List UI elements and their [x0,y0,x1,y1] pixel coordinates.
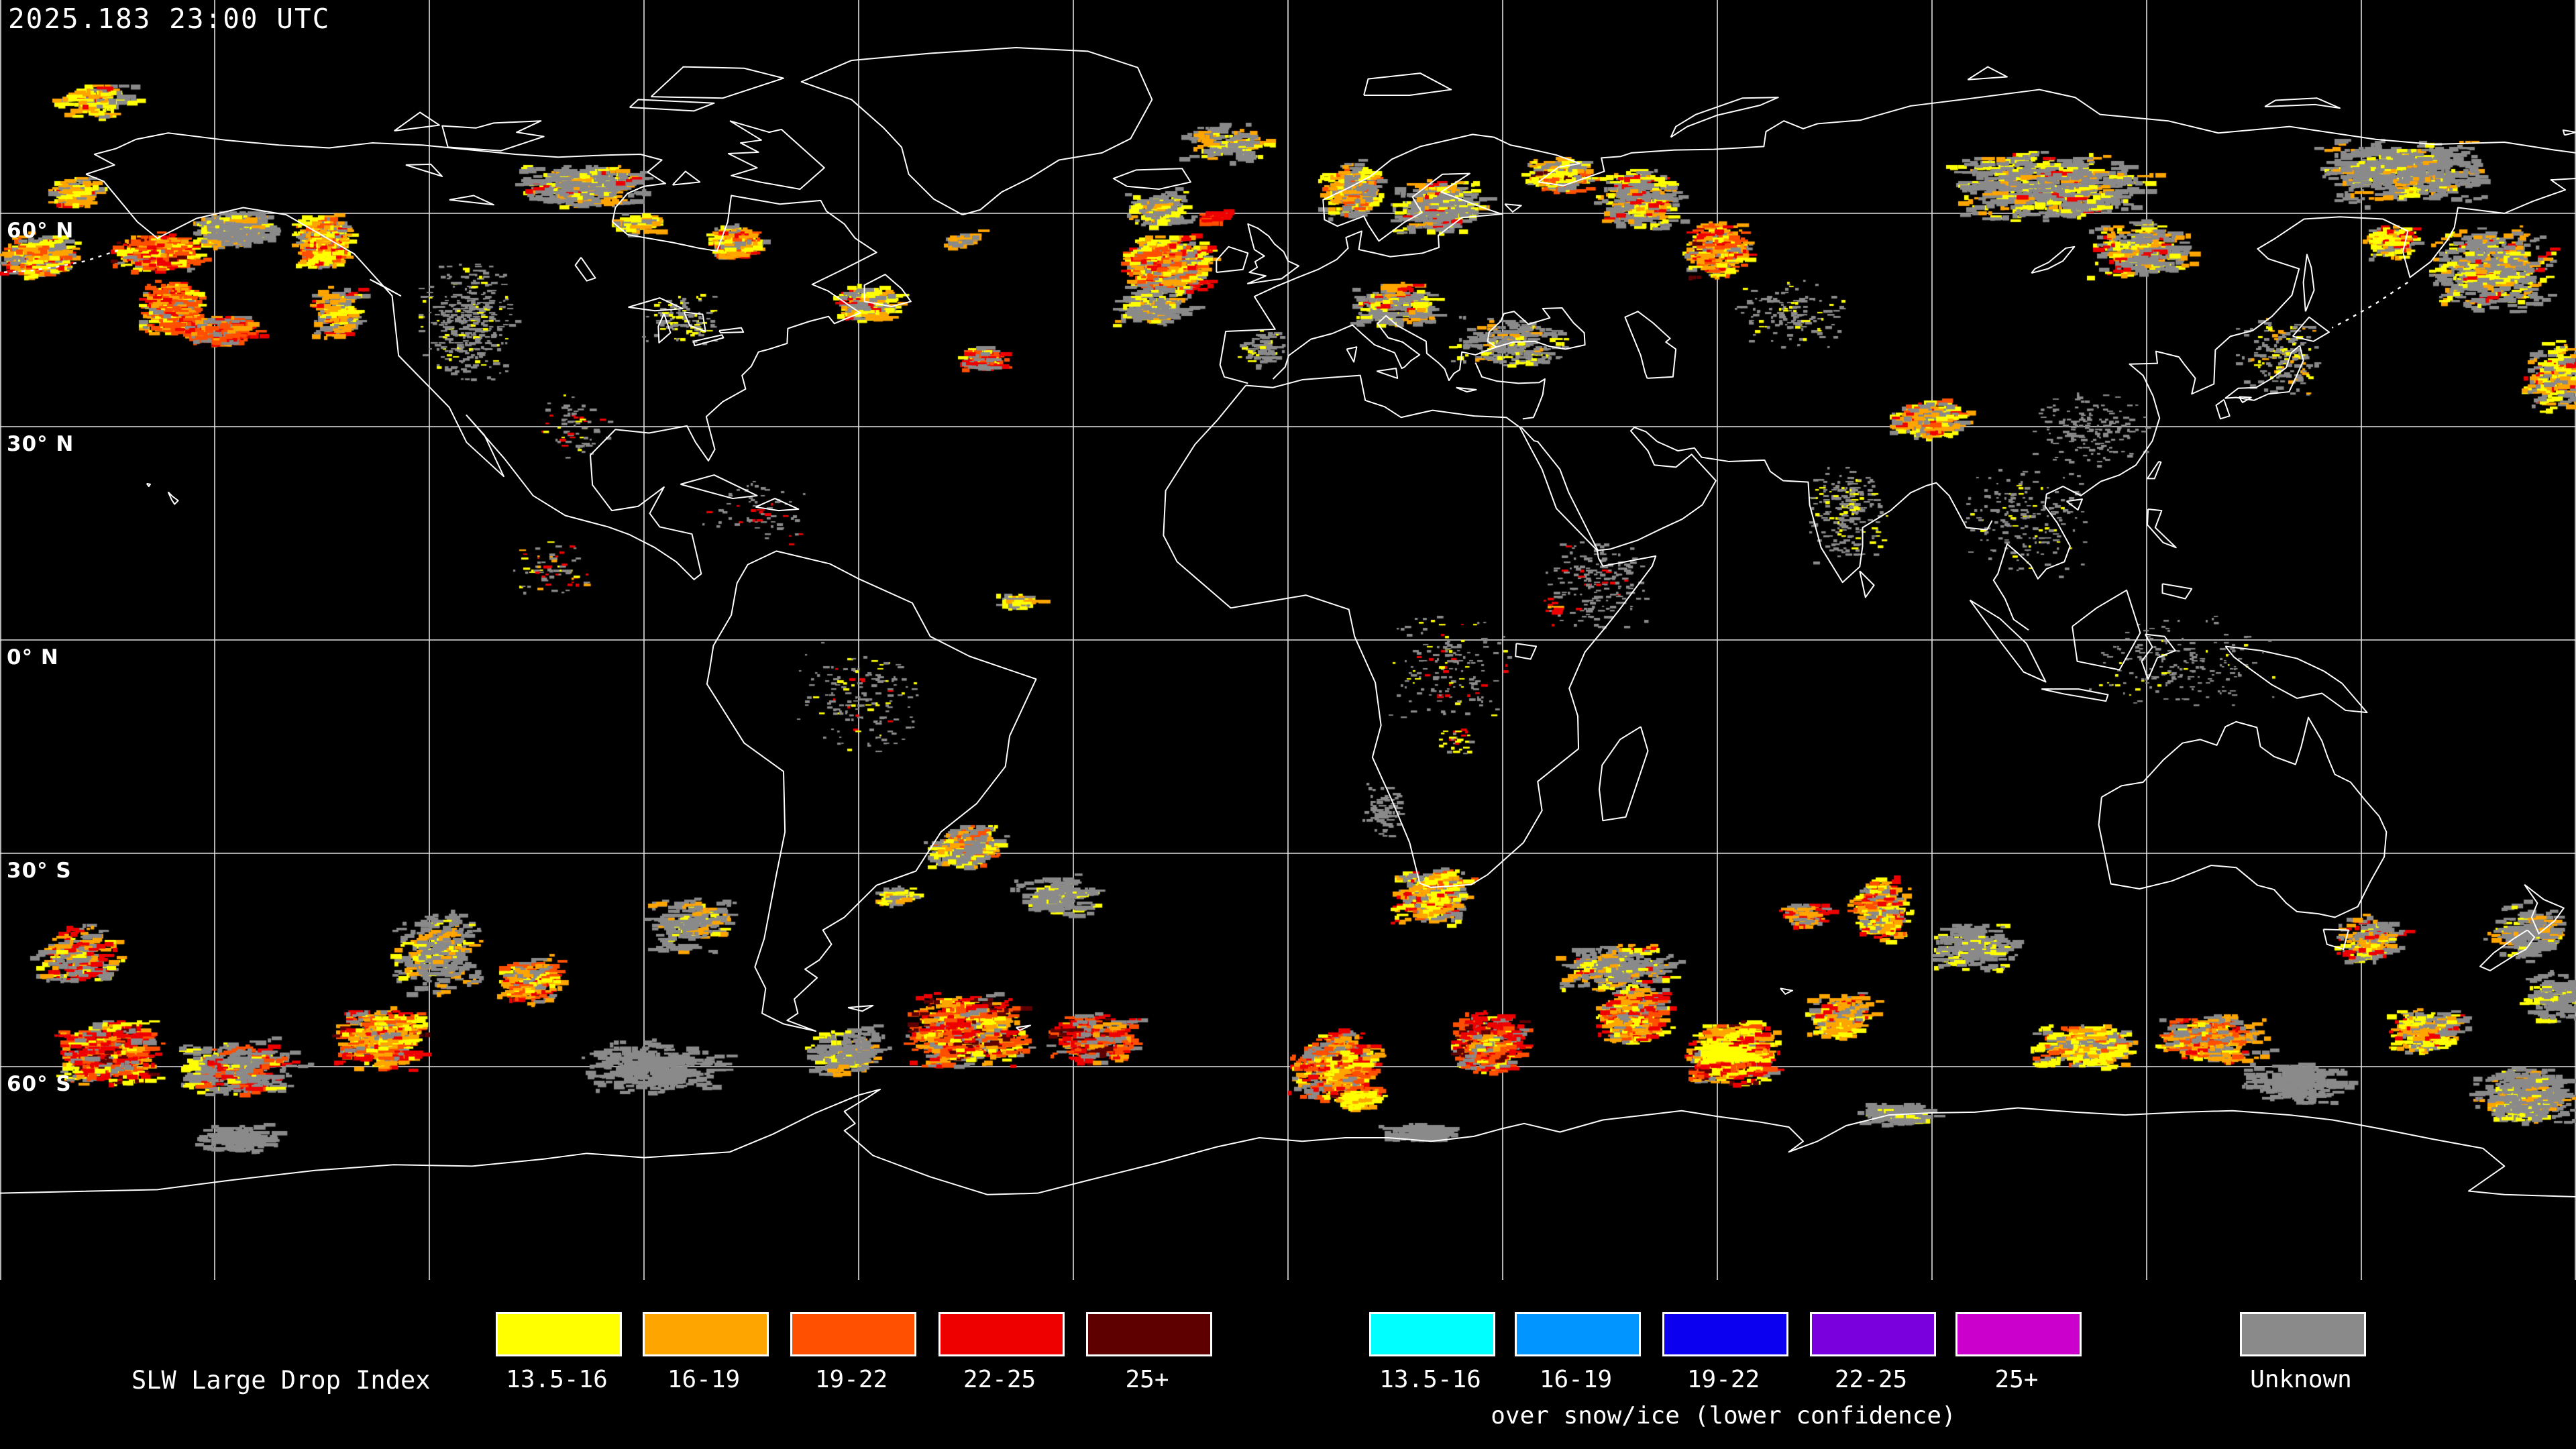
legend-snowice-caption: over snow/ice (lower confidence) [1491,1402,1956,1430]
legend-swatch [1086,1312,1212,1356]
legend-swatch [790,1312,916,1356]
lat-label: 60° N [7,219,74,243]
legend-swatch [1955,1312,2082,1356]
lat-label: 60° S [7,1072,72,1096]
legend-title: SLW Large Drop Index [131,1366,431,1395]
legend-label: 16-19 [1539,1366,1613,1393]
legend-label: 22-25 [1834,1366,1908,1393]
lat-label: 0° N [7,645,59,669]
timestamp: 2025.183 23:00 UTC [8,3,331,35]
legend-swatch [496,1312,622,1356]
legend-swatch [643,1312,769,1356]
legend-label: 13.5-16 [506,1366,608,1393]
legend-label: 22-25 [963,1366,1036,1393]
legend-swatch [1810,1312,1936,1356]
legend-label: Unknown [2250,1366,2352,1393]
legend-swatch [1515,1312,1641,1356]
legend-label: 13.5-16 [1379,1366,1481,1393]
legend-label: 19-22 [814,1366,888,1393]
lat-label: 30° N [7,432,74,456]
legend-label: 16-19 [667,1366,741,1393]
coastlines [0,0,2576,1280]
legend-swatch [1662,1312,1788,1356]
legend-swatch [2240,1312,2366,1356]
world-map: 60° N 30° N 0° N 30° S 60° S 2025.183 23:00 … [0,0,2576,1280]
legend-label: 25+ [1994,1366,2039,1393]
legend-swatch [1369,1312,1495,1356]
legend: SLW Large Drop Index 13.5-16 16-19 19-22 22… [0,1280,2576,1449]
legend-swatch [938,1312,1065,1356]
legend-label: 19-22 [1686,1366,1760,1393]
legend-label: 25+ [1125,1366,1169,1393]
lat-label: 30° S [7,859,72,883]
slw-data-layer [0,0,2576,1280]
